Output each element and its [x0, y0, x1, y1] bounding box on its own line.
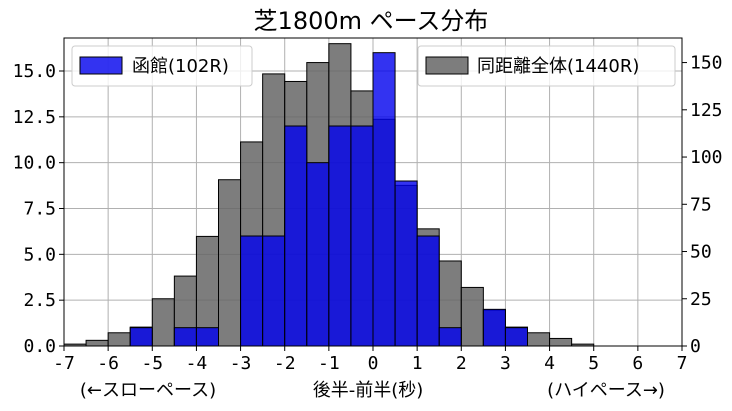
bars-hakodate — [129, 52, 528, 347]
x-tick-label: 5 — [588, 353, 599, 374]
histogram-bar — [372, 52, 396, 347]
x-tick-label: 7 — [677, 353, 688, 374]
x-tick-label: -6 — [97, 353, 119, 374]
legend-label-overall: 同距離全体(1440R) — [477, 56, 639, 77]
right-tick-label: 0 — [690, 336, 701, 357]
right-axis-ticks: 0 25 50 75 100 125 150 — [682, 53, 723, 357]
left-tick-label: 7.5 — [23, 199, 56, 220]
x-tick-label: -1 — [318, 353, 340, 374]
histogram-bar — [416, 235, 440, 347]
x-tick-label: 1 — [412, 353, 423, 374]
histogram-bar — [129, 327, 153, 347]
histogram-bar — [460, 286, 484, 347]
left-tick-label: 2.5 — [23, 290, 56, 311]
legend-hakodate: 函館(102R) — [71, 45, 253, 87]
right-tick-label: 150 — [690, 53, 723, 74]
x-axis-label-right: (ハイペース→) — [547, 380, 665, 401]
histogram-bar — [504, 327, 528, 347]
histogram-bar — [482, 308, 506, 347]
right-tick-label: 25 — [690, 289, 712, 310]
histogram-bar — [195, 327, 220, 347]
right-tick-label: 100 — [690, 147, 723, 168]
histogram-bar — [350, 125, 374, 347]
histogram-bar — [218, 179, 242, 347]
histogram-bar — [107, 332, 131, 347]
left-tick-label: 15.0 — [13, 61, 56, 82]
x-tick-label: 0 — [368, 353, 379, 374]
x-tick-label: -2 — [274, 353, 296, 374]
histogram-bar — [438, 327, 462, 347]
left-tick-label: 12.5 — [13, 107, 56, 128]
legend-label-hakodate: 函館(102R) — [132, 56, 229, 77]
x-tick-label: 4 — [544, 353, 555, 374]
right-tick-label: 75 — [690, 194, 712, 215]
x-axis-label: 後半-前半(秒) — [313, 380, 424, 401]
x-tick-label: -3 — [230, 353, 252, 374]
right-tick-label: 125 — [690, 100, 723, 121]
histogram-bar — [549, 337, 573, 347]
left-tick-label: 5.0 — [23, 244, 56, 265]
histogram-bar — [85, 339, 109, 347]
histogram-bar — [527, 332, 551, 347]
left-tick-label: 0.0 — [23, 336, 56, 357]
histogram-bar — [394, 180, 418, 347]
x-tick-label: -7 — [53, 353, 75, 374]
left-axis-ticks: 0.0 2.5 5.0 7.5 10.0 12.5 15.0 — [13, 61, 64, 357]
x-tick-label: 3 — [500, 353, 511, 374]
histogram-bar — [328, 125, 352, 347]
chart-title: 芝1800m ペース分布 — [254, 7, 489, 35]
left-tick-label: 10.0 — [13, 153, 56, 174]
histogram-bar — [151, 298, 175, 347]
legend-swatch-overall — [425, 56, 469, 75]
legend-swatch-hakodate — [79, 56, 123, 75]
legend-overall: 同距離全体(1440R) — [417, 45, 676, 87]
x-tick-label: -4 — [186, 353, 208, 374]
histogram-bar — [262, 235, 286, 347]
histogram-bar — [306, 162, 330, 347]
histogram-bar — [173, 327, 197, 347]
x-axis-ticks: -7 -6 -5 -4 -3 -2 -1 0 1 2 3 4 5 6 7 — [53, 346, 687, 374]
right-tick-label: 50 — [690, 242, 712, 263]
x-tick-label: 6 — [632, 353, 643, 374]
x-tick-label: 2 — [456, 353, 467, 374]
x-axis-label-left: (←スローペース) — [80, 380, 216, 401]
x-tick-label: -5 — [141, 353, 163, 374]
histogram-bar — [284, 125, 308, 347]
histogram-bar — [240, 235, 264, 347]
